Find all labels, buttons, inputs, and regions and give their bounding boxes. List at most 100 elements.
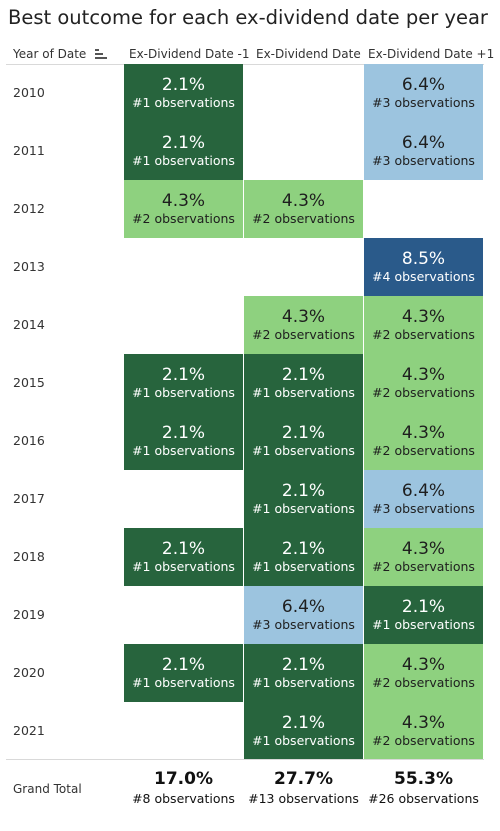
heatmap-cell[interactable]: 2.1% #1 observations — [124, 528, 243, 586]
year-label: 2010 — [13, 85, 45, 100]
grand-total-divider — [6, 759, 484, 760]
cell-value: 4.3% — [161, 191, 206, 211]
heatmap-cell[interactable]: 4.3% #2 observations — [364, 412, 483, 470]
cell-observations: #1 observations — [252, 501, 355, 516]
heatmap-cell[interactable]: 4.3% #2 observations — [244, 296, 363, 354]
cell-observations: #2 observations — [252, 327, 355, 342]
cell-value: 2.1% — [161, 423, 206, 443]
cell-value: 4.3% — [281, 307, 326, 327]
cell-value: 6.4% — [281, 597, 326, 617]
cell-observations: #2 observations — [372, 733, 475, 748]
heatmap-cell[interactable]: 4.3% #2 observations — [364, 296, 483, 354]
grand-total-value: 17.0% — [154, 769, 213, 789]
cell-value: 2.1% — [281, 713, 326, 733]
grand-total-cell: 55.3% #26 observations — [364, 769, 483, 807]
heatmap-cell[interactable]: 2.1% #1 observations — [244, 702, 363, 760]
column-header-ex-date-minus-1[interactable]: Ex-Dividend Date -1 — [129, 47, 250, 61]
cell-observations: #1 observations — [252, 559, 355, 574]
cell-value: 2.1% — [401, 597, 446, 617]
heatmap-cell[interactable]: 2.1% #1 observations — [124, 64, 243, 122]
heatmap-cell[interactable]: 2.1% #1 observations — [244, 412, 363, 470]
cell-observations: #1 observations — [132, 443, 235, 458]
year-label: 2015 — [13, 375, 45, 390]
cell-value: 4.3% — [401, 713, 446, 733]
cell-value: 4.3% — [401, 365, 446, 385]
year-label: 2018 — [13, 549, 45, 564]
grand-total-label: Grand Total — [13, 782, 82, 796]
heatmap-cell[interactable]: 2.1% #1 observations — [244, 528, 363, 586]
cell-observations: #2 observations — [372, 559, 475, 574]
cell-value: 6.4% — [401, 133, 446, 153]
grand-total-cell: 27.7% #13 observations — [244, 769, 363, 807]
heatmap-cell[interactable]: 4.3% #2 observations — [364, 354, 483, 412]
cell-value: 2.1% — [161, 655, 206, 675]
heatmap-cell[interactable]: 4.3% #2 observations — [244, 180, 363, 238]
heatmap-cell[interactable]: 6.4% #3 observations — [244, 586, 363, 644]
cell-value: 4.3% — [281, 191, 326, 211]
grand-total-value: 27.7% — [274, 769, 333, 789]
heatmap-cell[interactable]: 4.3% #2 observations — [364, 644, 483, 702]
year-label: 2012 — [13, 201, 45, 216]
year-column-header[interactable]: Year of Date — [13, 47, 87, 61]
cell-observations: #2 observations — [132, 211, 235, 226]
cell-value: 2.1% — [161, 75, 206, 95]
year-label: 2013 — [13, 259, 45, 274]
cell-observations: #1 observations — [132, 385, 235, 400]
heatmap-cell[interactable]: 8.5% #4 observations — [364, 238, 483, 296]
cell-value: 6.4% — [401, 481, 446, 501]
year-label: 2021 — [13, 723, 45, 738]
heatmap-cell[interactable]: 4.3% #2 observations — [364, 702, 483, 760]
cell-observations: #4 observations — [372, 269, 475, 284]
cell-value: 2.1% — [281, 365, 326, 385]
cell-observations: #1 observations — [252, 733, 355, 748]
cell-observations: #1 observations — [252, 385, 355, 400]
cell-observations: #2 observations — [372, 675, 475, 690]
cell-value: 2.1% — [161, 539, 206, 559]
heatmap-cell[interactable]: 2.1% #1 observations — [124, 412, 243, 470]
year-label: 2017 — [13, 491, 45, 506]
cell-value: 2.1% — [281, 655, 326, 675]
year-label: 2019 — [13, 607, 45, 622]
heatmap-cell[interactable]: 4.3% #2 observations — [124, 180, 243, 238]
header-divider — [6, 64, 484, 65]
year-label: 2016 — [13, 433, 45, 448]
heatmap-cell[interactable]: 6.4% #3 observations — [364, 122, 483, 180]
cell-value: 4.3% — [401, 307, 446, 327]
cell-observations: #2 observations — [372, 443, 475, 458]
cell-observations: #1 observations — [132, 559, 235, 574]
heatmap-cell[interactable]: 4.3% #2 observations — [364, 528, 483, 586]
cell-observations: #3 observations — [372, 95, 475, 110]
grand-total-observations: #8 observations — [132, 791, 235, 806]
heatmap-cell[interactable]: 6.4% #3 observations — [364, 470, 483, 528]
chart-title: Best outcome for each ex-dividend date p… — [8, 6, 488, 29]
heatmap-cell[interactable]: 2.1% #1 observations — [244, 644, 363, 702]
sort-descending-icon[interactable] — [95, 48, 107, 60]
heatmap-cell[interactable]: 2.1% #1 observations — [124, 122, 243, 180]
cell-observations: #1 observations — [132, 153, 235, 168]
cell-observations: #2 observations — [252, 211, 355, 226]
heatmap-cell[interactable]: 6.4% #3 observations — [364, 64, 483, 122]
grand-total-value: 55.3% — [394, 769, 453, 789]
cell-observations: #2 observations — [372, 385, 475, 400]
cell-observations: #1 observations — [372, 617, 475, 632]
column-header-ex-date[interactable]: Ex-Dividend Date — [256, 47, 361, 61]
heatmap-cell[interactable]: 2.1% #1 observations — [124, 644, 243, 702]
year-label: 2020 — [13, 665, 45, 680]
heatmap-cell[interactable]: 2.1% #1 observations — [244, 354, 363, 412]
cell-value: 4.3% — [401, 423, 446, 443]
column-header-ex-date-plus-1[interactable]: Ex-Dividend Date +1 — [368, 47, 495, 61]
cell-value: 4.3% — [401, 655, 446, 675]
cell-observations: #3 observations — [372, 153, 475, 168]
cell-observations: #3 observations — [372, 501, 475, 516]
grand-total-observations: #13 observations — [248, 791, 359, 806]
cell-observations: #2 observations — [372, 327, 475, 342]
cell-value: 4.3% — [401, 539, 446, 559]
heatmap-cell[interactable]: 2.1% #1 observations — [124, 354, 243, 412]
cell-value: 2.1% — [281, 423, 326, 443]
year-label: 2014 — [13, 317, 45, 332]
cell-observations: #1 observations — [252, 675, 355, 690]
heatmap-cell[interactable]: 2.1% #1 observations — [244, 470, 363, 528]
heatmap-cell[interactable]: 2.1% #1 observations — [364, 586, 483, 644]
grand-total-observations: #26 observations — [368, 791, 479, 806]
cell-value: 2.1% — [281, 481, 326, 501]
